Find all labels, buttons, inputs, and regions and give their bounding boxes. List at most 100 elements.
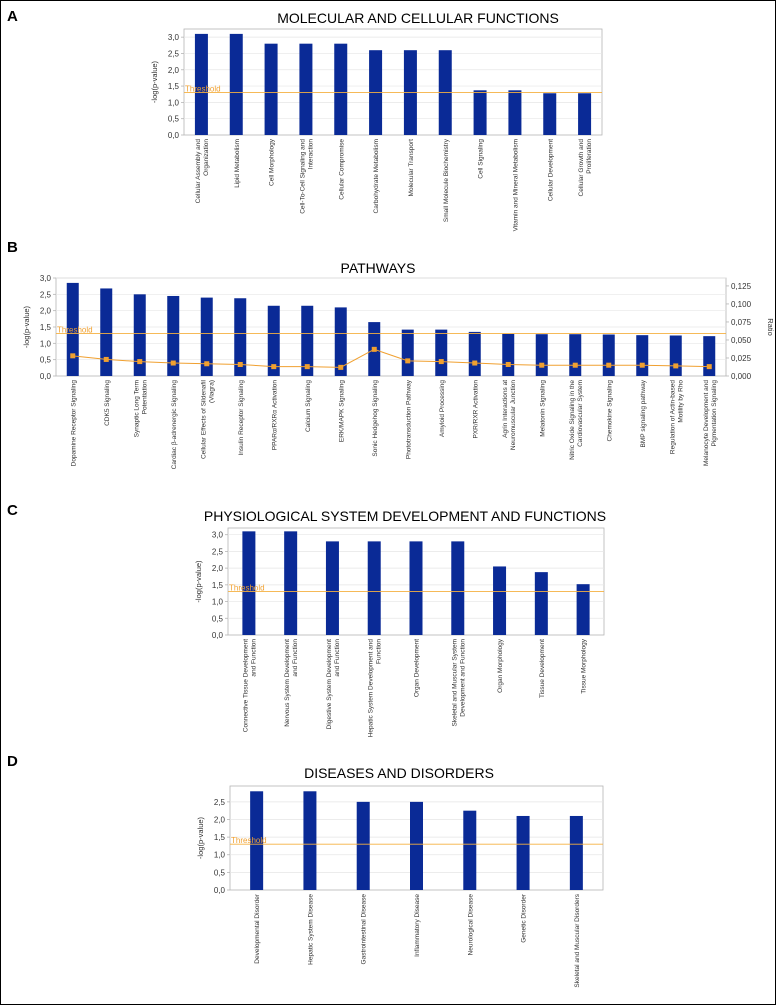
bar <box>578 93 592 135</box>
category-label-line: Calcium Signaling <box>305 380 312 432</box>
category-label-line: Neuromuscular Junction <box>510 380 517 450</box>
category-label-line: Cellular Compromise <box>338 139 345 200</box>
bar <box>229 33 243 136</box>
category-label-line: Motility by Rho <box>677 380 684 423</box>
category-label-line: Sonic Hedgehog Signaling <box>372 380 379 457</box>
category-label: Developmental Disorder <box>254 893 261 964</box>
ratio-point <box>572 362 578 368</box>
category-label: Hepatic System Disease <box>307 894 314 965</box>
category-label-line: Amyloid Processing <box>439 380 446 437</box>
y-tick-label: 1,0 <box>212 598 224 607</box>
category-label-line: PPARα/RXRα Activation <box>271 380 278 451</box>
category-label: Cell Signaling <box>478 139 485 179</box>
y-tick-label: 0,0 <box>212 631 224 640</box>
category-label: Small Molecule Biochemistry <box>443 138 450 222</box>
bar <box>250 791 264 890</box>
category-label-line: Development and Function <box>459 639 466 717</box>
bar <box>133 294 146 376</box>
threshold-label: Threshold <box>229 584 265 593</box>
ratio-point <box>70 353 76 359</box>
bar <box>284 531 298 635</box>
y-tick-label: 1,0 <box>168 98 180 107</box>
category-label: Skeletal and Muscular Disorders <box>574 893 581 987</box>
panel-letter: D <box>7 753 18 770</box>
ratio-point <box>204 361 210 367</box>
ratio-point <box>137 359 143 365</box>
category-label-line: and Function <box>334 639 341 677</box>
y-tick-label: 0,5 <box>212 614 224 623</box>
y-tick-label: 1,5 <box>214 833 226 842</box>
category-label-line: Neurological Disease <box>467 894 474 956</box>
ratio-line <box>72 348 710 368</box>
chart-title: PATHWAYS <box>341 260 416 276</box>
y-tick-label: 0,0 <box>40 372 52 381</box>
category-label: Molecular Transport <box>408 139 415 197</box>
category-label: Tissue Morphology <box>581 638 588 693</box>
y2-tick-label: 0,025 <box>731 354 752 363</box>
y-tick-label: 2,5 <box>212 547 224 556</box>
category-label-line: Molecular Transport <box>408 139 415 197</box>
bar <box>401 329 414 376</box>
bar <box>543 93 557 135</box>
category-label-line: Phototransduction Pathway <box>405 379 412 459</box>
category-label: Cell-To-Cell Signaling andInteraction <box>299 139 314 214</box>
category-label-line: Carbohydrate Metabolism <box>373 139 380 213</box>
bar <box>435 329 448 376</box>
panel-letter: A <box>7 8 18 25</box>
chart-panel-b: B PATHWAYS 0,0 0,5 1,0 1,5 2,0 2,5 3,0 -log(p-val… <box>7 239 775 469</box>
bar <box>493 566 507 635</box>
y2-tick-label: 0,050 <box>731 336 752 345</box>
y-tick-label: 2,0 <box>168 66 180 75</box>
bar <box>409 541 423 635</box>
category-label: Cardiac β-adrenergic Signaling <box>171 380 178 470</box>
category-label-line: BMP signaling pathway <box>640 379 647 447</box>
y-tick-label: 1,5 <box>40 323 52 332</box>
category-label-line: Small Molecule Biochemistry <box>443 138 450 222</box>
threshold-label: Threshold <box>57 326 93 335</box>
ratio-point <box>237 361 243 367</box>
bar <box>325 541 339 635</box>
category-label-line: Synaptic Long Term <box>133 380 140 437</box>
y-tick-label: 2,5 <box>40 290 52 299</box>
bar <box>334 307 347 376</box>
category-label: Hepatic System Development andFunction <box>368 639 383 738</box>
y-axis-label: -log(p-value) <box>22 305 31 348</box>
category-label: Lipid Metabolism <box>234 139 241 188</box>
category-label-line: Lipid Metabolism <box>234 139 241 188</box>
ratio-point <box>405 358 411 364</box>
category-label-line: Cell Signaling <box>478 139 485 179</box>
bar <box>66 282 79 376</box>
category-label: Carbohydrate Metabolism <box>373 139 380 213</box>
category-label: Cellular Growth andProliferation <box>578 139 593 197</box>
ratio-point <box>606 362 612 368</box>
category-label-line: Cellular Assembly and <box>195 139 202 204</box>
bar <box>356 801 370 890</box>
bar <box>535 334 548 376</box>
category-label: Organ Development <box>414 639 421 697</box>
bar <box>167 295 180 376</box>
category-label-line: Agrin Interactions at <box>502 380 509 438</box>
y-tick-label: 0,5 <box>214 868 226 877</box>
y2-tick-label: 0,075 <box>731 318 752 327</box>
category-label-line: CDK5 Signaling <box>104 380 111 426</box>
category-label: Cell Morphology <box>269 138 276 186</box>
category-label: Dopamine Receptor Signaling <box>70 380 77 467</box>
ratio-point <box>304 364 310 370</box>
bar <box>100 288 113 376</box>
category-label: Nitric Oxide Signaling in theCardiovascu… <box>569 380 584 460</box>
category-label-line: Tissue Development <box>539 639 546 698</box>
category-label-line: Digestive System Development <box>326 639 333 730</box>
y-tick-label: 0,0 <box>168 131 180 140</box>
category-label-line: Cell Morphology <box>269 138 276 186</box>
category-label: Vitamin and Mineral Metabolism <box>512 139 519 231</box>
ratio-point <box>170 360 176 366</box>
plot-area <box>183 28 603 136</box>
category-label-line: Genetic Disorder <box>521 893 528 943</box>
category-label-line: and Function <box>292 639 299 677</box>
bar <box>194 33 208 136</box>
category-label: Cellular Assembly andOrganization <box>195 139 210 204</box>
bar <box>242 531 256 635</box>
chart-title: MOLECULAR AND CELLULAR FUNCTIONS <box>277 10 559 26</box>
y-axis-label: -log(p-value) <box>194 560 203 603</box>
